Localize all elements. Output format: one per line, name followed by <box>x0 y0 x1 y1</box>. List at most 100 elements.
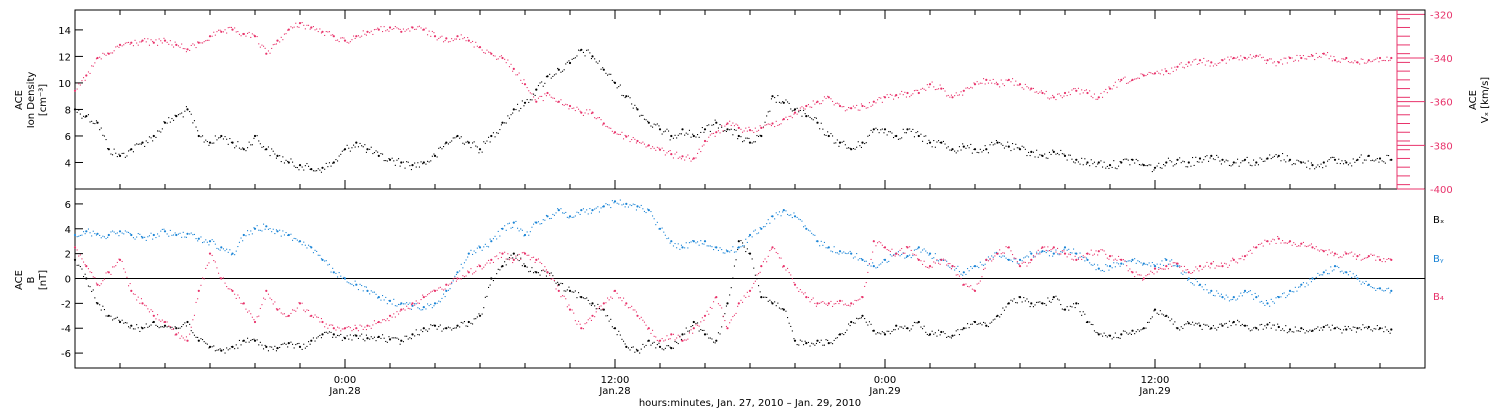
density-point <box>857 141 859 143</box>
density-point <box>473 141 475 143</box>
bz-point <box>1225 263 1227 265</box>
by-point <box>835 252 837 254</box>
density-point <box>512 112 514 114</box>
bx-point <box>647 340 649 342</box>
density-point <box>1255 161 1258 164</box>
bx-point <box>1240 325 1242 327</box>
bx-point <box>1147 321 1149 323</box>
bx-point <box>989 322 991 324</box>
density-point <box>1159 167 1161 169</box>
bz-point <box>1266 240 1269 243</box>
by-point <box>373 291 375 293</box>
by-point <box>661 227 663 229</box>
bx-point <box>735 259 737 261</box>
by-point <box>542 219 544 221</box>
by-point <box>550 217 552 219</box>
vx-point <box>197 41 199 43</box>
bz-point <box>475 270 477 272</box>
by-point <box>991 255 993 257</box>
vx-point <box>308 24 310 26</box>
vx-point <box>549 94 551 96</box>
bx-point <box>850 320 853 324</box>
bx-point <box>962 327 965 330</box>
density-point <box>844 144 846 146</box>
density-point <box>132 151 134 153</box>
vx-point <box>1283 57 1285 59</box>
density-point <box>148 136 150 138</box>
by-point <box>237 246 239 248</box>
bz-point <box>553 279 555 281</box>
vx-point <box>528 90 530 92</box>
bz-point <box>285 316 287 318</box>
bx-point <box>91 290 93 292</box>
density-point <box>497 132 499 134</box>
density-point <box>1343 163 1345 165</box>
density-point <box>962 143 964 145</box>
vx-point <box>602 122 605 125</box>
bx-point <box>1095 331 1097 333</box>
density-point <box>1333 158 1337 161</box>
bx-point <box>1338 327 1340 329</box>
density-point <box>1345 161 1348 164</box>
bx-point <box>1367 325 1370 329</box>
vx-point <box>130 41 133 44</box>
bz-point <box>925 266 927 268</box>
bz-point <box>373 320 375 322</box>
by-point <box>939 258 941 260</box>
bx-point <box>1298 330 1300 332</box>
by-point <box>1343 272 1345 274</box>
density-point <box>293 165 295 167</box>
bx-point <box>462 322 464 324</box>
bz-point <box>220 277 223 280</box>
density-point <box>1389 159 1391 161</box>
vx-point <box>155 39 157 41</box>
bz-point <box>1156 271 1158 273</box>
density-point <box>292 161 294 163</box>
vx-point <box>978 83 980 85</box>
bx-point <box>1045 304 1047 306</box>
bz-point <box>226 286 228 288</box>
vx-point <box>1209 65 1211 67</box>
bx-point <box>319 334 321 336</box>
bz-point <box>425 295 427 297</box>
vx-point <box>1153 73 1155 75</box>
density-point <box>382 153 384 155</box>
density-point <box>1158 162 1160 164</box>
bz-point <box>452 278 454 280</box>
vx-point <box>517 74 519 76</box>
bx-point <box>179 327 181 329</box>
bx-point <box>372 338 374 340</box>
bx-point <box>340 333 342 335</box>
bz-point <box>541 263 543 265</box>
bx-point <box>917 322 919 324</box>
bz-point <box>110 273 112 275</box>
vx-point <box>1102 96 1104 98</box>
density-point <box>607 74 609 76</box>
vx-point <box>425 27 427 29</box>
bz-point <box>634 309 636 311</box>
bx-point <box>854 322 856 324</box>
by-point <box>1237 298 1239 300</box>
density-point <box>815 117 817 119</box>
vx-point <box>219 29 221 31</box>
bz-point <box>348 326 350 328</box>
density-point <box>1359 156 1361 158</box>
vx-point <box>1182 66 1184 68</box>
bx-point <box>137 327 139 329</box>
bz-point <box>1330 252 1332 254</box>
bz-point <box>1246 254 1248 256</box>
bx-point <box>656 344 658 346</box>
bz-point <box>822 301 824 303</box>
vx-point <box>515 74 517 76</box>
bz-point <box>296 307 298 309</box>
vx-point <box>645 146 647 148</box>
bx-point <box>1283 330 1285 332</box>
bz-point <box>877 242 879 244</box>
bz-point <box>1089 253 1091 255</box>
density-point <box>539 82 541 84</box>
by-point <box>989 259 991 261</box>
density-point <box>915 132 917 134</box>
density-point <box>126 155 128 157</box>
density-point <box>105 139 107 141</box>
by-point <box>193 233 195 235</box>
